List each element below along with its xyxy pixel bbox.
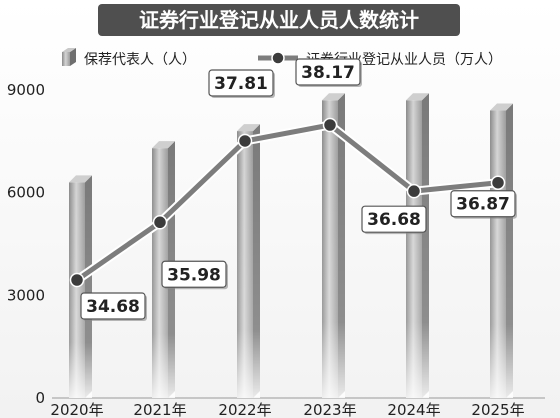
series-line <box>75 122 499 283</box>
data-label: 36.87 <box>450 190 517 219</box>
x-tick-label: 2023年 <box>303 401 356 418</box>
bar <box>406 93 429 399</box>
legend-bar-swatch <box>62 48 76 66</box>
legend-line-swatch <box>258 51 298 65</box>
y-tick-label: 6000 <box>7 184 45 202</box>
bar <box>322 93 345 399</box>
line-marker <box>69 272 85 288</box>
data-label-text: 36.87 <box>456 195 510 215</box>
bar <box>69 175 92 398</box>
bar <box>490 103 513 399</box>
data-label: 36.68 <box>361 205 428 235</box>
data-label-text: 37.81 <box>214 74 268 94</box>
legend: 保荐代表人（人） 证券行业登记从业人员（万人） <box>62 48 502 68</box>
data-label: 38.17 <box>295 58 362 87</box>
data-labels: 34.68 35.98 37.81 38.17 36.68 36.87 <box>80 58 517 321</box>
line-marker <box>406 183 422 199</box>
x-tick-label: 2021年 <box>133 401 186 418</box>
data-label: 34.68 <box>80 292 147 321</box>
bar <box>237 124 260 399</box>
line-marker <box>322 117 338 133</box>
line-series <box>69 117 506 288</box>
data-label-text: 38.17 <box>301 63 355 83</box>
legend-label-sponsors: 保荐代表人（人） <box>84 52 196 68</box>
title-banner: 证券行业登记从业人员人数统计 <box>98 4 460 36</box>
data-label-text: 34.68 <box>86 297 140 317</box>
data-label-text: 35.98 <box>167 265 221 285</box>
data-label-text: 36.68 <box>367 210 421 230</box>
line-marker <box>490 175 506 190</box>
x-tick-label: 2020年 <box>50 401 103 418</box>
title-bar <box>98 4 460 36</box>
data-label: 37.81 <box>208 69 275 98</box>
x-tick-label: 2024年 <box>387 401 440 418</box>
x-tick-label: 2022年 <box>218 401 271 418</box>
y-axis: 0 3000 6000 9000 <box>7 81 545 407</box>
chart-title: 证券行业登记从业人员人数统计 <box>139 8 419 32</box>
x-axis: 2020年 2021年 2022年 2023年 2024年 2025年 <box>50 401 524 418</box>
y-tick-label: 3000 <box>7 286 45 304</box>
data-label: 35.98 <box>161 260 228 290</box>
y-tick-label: 0 <box>35 389 45 407</box>
line-marker <box>237 133 253 149</box>
x-tick-label: 2025年 <box>471 401 524 418</box>
y-tick-label: 9000 <box>7 81 45 99</box>
line-marker <box>152 215 168 230</box>
